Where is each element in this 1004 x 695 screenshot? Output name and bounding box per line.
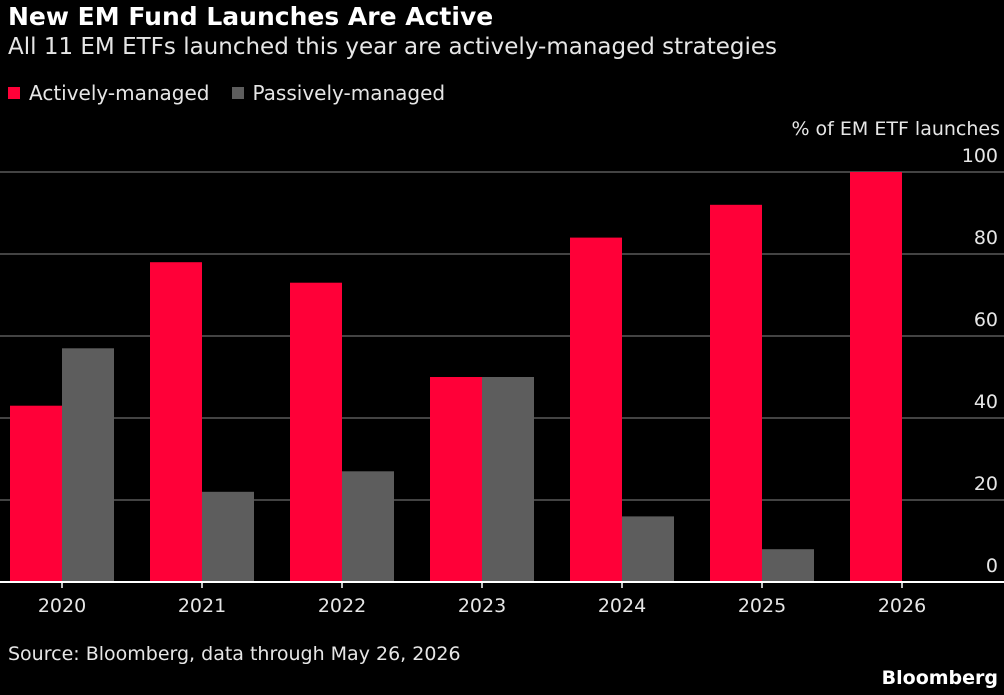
bar-passive-2023: [482, 377, 534, 582]
bar-active-2026: [850, 172, 902, 582]
bar-passive-2021: [202, 491, 254, 582]
y-tick-label: 80: [974, 227, 998, 249]
x-tick-label: 2021: [178, 595, 226, 617]
legend-label-passive: Passively-managed: [252, 81, 446, 105]
y-tick-label: 20: [974, 473, 998, 495]
bar-passive-2022: [342, 471, 394, 582]
x-tick-label: 2023: [458, 595, 506, 617]
bar-active-2024: [570, 237, 622, 582]
bar-active-2023: [430, 377, 482, 582]
chart-title: New EM Fund Launches Are Active: [8, 2, 494, 31]
x-tick-label: 2026: [878, 595, 926, 617]
y-tick-label: 0: [986, 555, 998, 577]
x-tick-label: 2022: [318, 595, 366, 617]
chart-subtitle: All 11 EM ETFs launched this year are ac…: [8, 34, 778, 60]
bar-active-2022: [290, 282, 342, 582]
legend-item-active: Actively-managed: [8, 81, 210, 105]
y-tick-label: 40: [974, 391, 998, 413]
x-tick-label: 2025: [738, 595, 786, 617]
legend-item-passive: Passively-managed: [231, 81, 446, 105]
legend: Actively-managed Passively-managed: [8, 80, 467, 106]
legend-swatch-active: [8, 87, 20, 99]
bar-passive-2020: [62, 348, 114, 582]
y-tick-label: 100: [962, 145, 998, 167]
y-tick-label: 60: [974, 309, 998, 331]
bar-passive-2025: [762, 549, 814, 582]
legend-swatch-passive: [231, 87, 244, 99]
bar-active-2025: [710, 204, 762, 583]
bar-passive-2024: [622, 516, 674, 582]
source-note: Source: Bloomberg, data through May 26, …: [8, 643, 461, 665]
bar-chart: 0 20 40 60 80 100 2020 2021 2022 2023 2024 2025 2026: [0, 145, 1004, 617]
x-tick-label: 2024: [598, 595, 646, 617]
bar-active-2021: [150, 262, 202, 582]
bloomberg-logo: Bloomberg: [881, 667, 998, 689]
y-axis-label: % of EM ETF launches: [791, 118, 1000, 140]
bar-active-2020: [10, 405, 62, 582]
x-tick-label: 2020: [38, 595, 86, 617]
legend-label-active: Actively-managed: [29, 81, 210, 105]
